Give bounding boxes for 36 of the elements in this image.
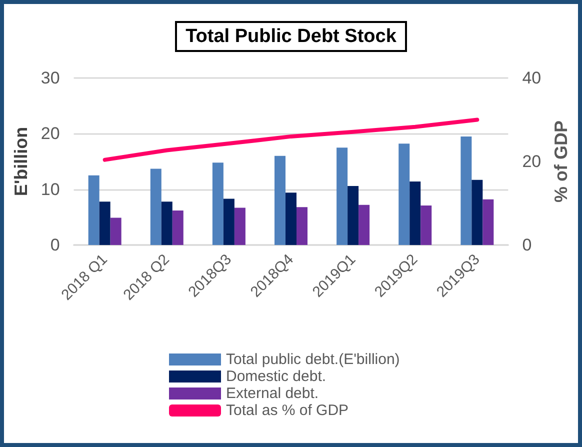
y2-tick-label: 0 — [522, 236, 532, 254]
bar — [212, 162, 224, 245]
bar — [223, 198, 234, 245]
bar — [234, 208, 246, 245]
line-series — [102, 118, 480, 162]
legend-label: Domestic debt. — [226, 368, 326, 385]
legend-label: Total public debt.(E'billion) — [226, 351, 400, 368]
bar — [410, 182, 421, 245]
bar — [472, 180, 483, 245]
y2-tick-label: 40 — [522, 68, 542, 88]
bar — [150, 168, 162, 245]
bar — [296, 207, 308, 245]
bar — [274, 156, 286, 245]
legend-label: External debt. — [226, 385, 319, 402]
bar — [161, 202, 172, 245]
y2-tick-label: 20 — [522, 152, 542, 171]
bar — [358, 204, 370, 245]
y-tick-label: 30 — [40, 68, 60, 88]
bar — [286, 192, 296, 245]
y-tick-label: 0 — [50, 236, 60, 254]
bar — [482, 199, 494, 245]
bar — [88, 175, 100, 245]
y-tick-label: 10 — [40, 180, 60, 199]
bar — [348, 186, 359, 245]
y2-axis-title: % of GDP — [551, 120, 571, 203]
bar — [99, 202, 110, 245]
y-tick-label: 20 — [40, 124, 60, 144]
legend-label: Total as % of GDP — [226, 402, 349, 419]
bar — [420, 205, 432, 245]
bar — [336, 148, 348, 245]
bar — [172, 210, 184, 245]
bar — [110, 218, 122, 245]
chart-title: Total Public Debt Stock — [186, 26, 397, 47]
y-axis-title: E'billion — [11, 126, 31, 196]
bar — [460, 136, 472, 245]
bar — [398, 144, 410, 245]
